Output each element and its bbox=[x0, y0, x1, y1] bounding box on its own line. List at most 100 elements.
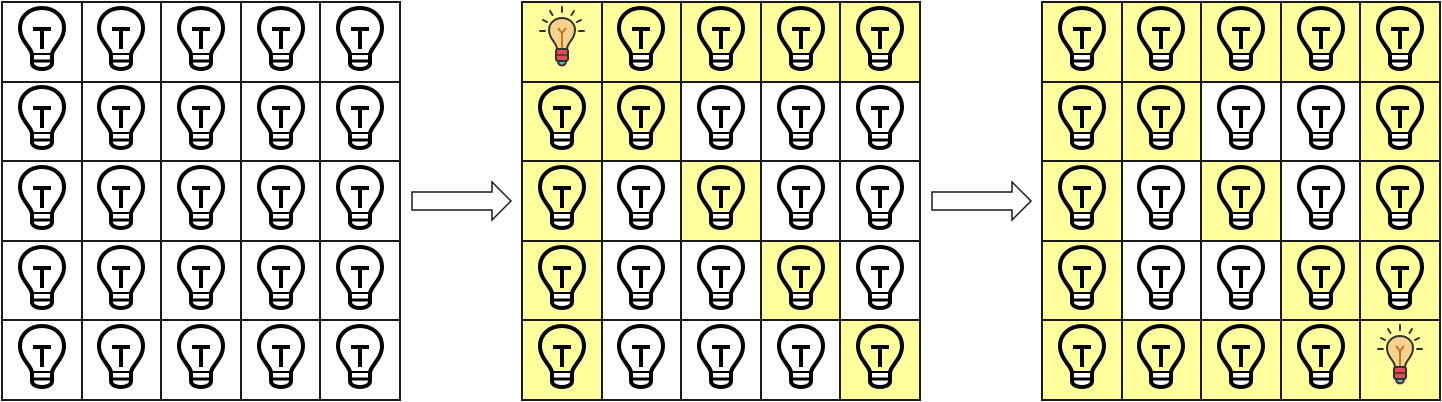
bulb-cell[interactable] bbox=[681, 240, 761, 321]
bulb-cell[interactable] bbox=[1201, 2, 1281, 82]
lightbulb-icon bbox=[1295, 323, 1347, 397]
bulb-cell[interactable] bbox=[522, 161, 602, 241]
bulb-cell[interactable] bbox=[81, 2, 162, 82]
bulb-cell[interactable] bbox=[522, 81, 602, 162]
bulb-cell[interactable] bbox=[1201, 81, 1281, 162]
lightbulb-icon bbox=[615, 323, 667, 397]
bulb-cell[interactable] bbox=[1042, 81, 1122, 162]
lightbulb-icon bbox=[16, 244, 68, 318]
board-initial bbox=[1, 1, 401, 401]
bulb-cell[interactable] bbox=[1360, 240, 1440, 321]
bulb-cell[interactable] bbox=[320, 320, 400, 400]
lightbulb-icon bbox=[615, 244, 667, 318]
bulb-cell[interactable] bbox=[81, 161, 162, 241]
bulb-cell[interactable] bbox=[2, 320, 82, 400]
bulb-cell[interactable] bbox=[681, 81, 761, 162]
bulb-cell[interactable] bbox=[1201, 240, 1281, 321]
bulb-cell[interactable] bbox=[681, 320, 761, 400]
bulb-cell[interactable] bbox=[320, 161, 400, 241]
bulb-cell[interactable] bbox=[840, 81, 920, 162]
right-arrow-icon bbox=[931, 180, 1033, 222]
bulb-cell[interactable] bbox=[840, 320, 920, 400]
bulb-cell[interactable] bbox=[681, 2, 761, 82]
bulb-cell[interactable] bbox=[601, 320, 682, 400]
bulb-cell[interactable] bbox=[1280, 161, 1361, 241]
lightbulb-icon bbox=[695, 84, 747, 158]
lightbulb-icon bbox=[1374, 5, 1426, 79]
bulb-cell[interactable] bbox=[760, 161, 841, 241]
lightbulb-icon bbox=[615, 164, 667, 238]
bulb-cell[interactable] bbox=[2, 161, 82, 241]
lightbulb-icon bbox=[1295, 244, 1347, 318]
bulb-cell[interactable] bbox=[320, 240, 400, 321]
bulb-cell[interactable] bbox=[2, 2, 82, 82]
bulb-cell[interactable] bbox=[1042, 161, 1122, 241]
bulb-cell[interactable] bbox=[1042, 320, 1122, 400]
bulb-cell[interactable] bbox=[522, 2, 602, 82]
bulb-cell[interactable] bbox=[601, 161, 682, 241]
bulb-cell[interactable] bbox=[1360, 81, 1440, 162]
bulb-cell[interactable] bbox=[240, 81, 321, 162]
bulb-cell[interactable] bbox=[601, 81, 682, 162]
lightbulb-icon bbox=[775, 5, 827, 79]
lightbulb-icon bbox=[615, 5, 667, 79]
bulb-cell[interactable] bbox=[1042, 240, 1122, 321]
bulb-cell[interactable] bbox=[1201, 161, 1281, 241]
bulb-cell[interactable] bbox=[1280, 2, 1361, 82]
bulb-cell[interactable] bbox=[1121, 81, 1202, 162]
bulb-cell[interactable] bbox=[760, 320, 841, 400]
bulb-cell[interactable] bbox=[522, 240, 602, 321]
bulb-cell[interactable] bbox=[840, 2, 920, 82]
lightbulb-icon bbox=[775, 164, 827, 238]
bulb-cell[interactable] bbox=[1201, 320, 1281, 400]
lightbulb-icon bbox=[334, 84, 386, 158]
lightbulb-icon bbox=[175, 164, 227, 238]
lightbulb-icon bbox=[1374, 164, 1426, 238]
bulb-cell[interactable] bbox=[840, 161, 920, 241]
bulb-cell[interactable] bbox=[760, 240, 841, 321]
bulb-cell[interactable] bbox=[2, 81, 82, 162]
bulb-cell[interactable] bbox=[1121, 320, 1202, 400]
bulb-cell[interactable] bbox=[1121, 161, 1202, 241]
bulb-cell[interactable] bbox=[681, 161, 761, 241]
lightbulb-icon bbox=[334, 164, 386, 238]
bulb-cell[interactable] bbox=[522, 320, 602, 400]
bulb-cell[interactable] bbox=[840, 240, 920, 321]
bulb-cell[interactable] bbox=[240, 240, 321, 321]
lightbulb-icon bbox=[175, 84, 227, 158]
bulb-cell[interactable] bbox=[1360, 2, 1440, 82]
bulb-cell[interactable] bbox=[2, 240, 82, 321]
bulb-cell[interactable] bbox=[1360, 161, 1440, 241]
bulb-cell[interactable] bbox=[1280, 320, 1361, 400]
bulb-cell[interactable] bbox=[81, 240, 162, 321]
bulb-cell[interactable] bbox=[240, 320, 321, 400]
lightbulb-icon bbox=[695, 5, 747, 79]
bulb-cell[interactable] bbox=[1121, 2, 1202, 82]
bulb-cell[interactable] bbox=[1280, 81, 1361, 162]
bulb-cell[interactable] bbox=[161, 2, 241, 82]
bulb-cell[interactable] bbox=[240, 161, 321, 241]
bulb-cell[interactable] bbox=[320, 2, 400, 82]
bulb-cell[interactable] bbox=[760, 2, 841, 82]
lightbulb-icon bbox=[255, 323, 307, 397]
bulb-cell[interactable] bbox=[81, 81, 162, 162]
lightbulb-icon bbox=[16, 5, 68, 79]
bulb-cell[interactable] bbox=[161, 240, 241, 321]
bulb-cell[interactable] bbox=[81, 320, 162, 400]
bulb-cell[interactable] bbox=[601, 2, 682, 82]
bulb-cell[interactable] bbox=[161, 161, 241, 241]
lightbulb-icon bbox=[1135, 244, 1187, 318]
bulb-cell[interactable] bbox=[161, 81, 241, 162]
lightbulb-icon bbox=[1056, 5, 1108, 79]
bulb-cell[interactable] bbox=[1042, 2, 1122, 82]
bulb-cell[interactable] bbox=[1280, 240, 1361, 321]
bulb-cell[interactable] bbox=[161, 320, 241, 400]
lightbulb-icon bbox=[255, 5, 307, 79]
bulb-cell[interactable] bbox=[760, 81, 841, 162]
bulb-cell[interactable] bbox=[1121, 240, 1202, 321]
bulb-cell[interactable] bbox=[1360, 320, 1440, 400]
bulb-cell[interactable] bbox=[320, 81, 400, 162]
bulb-cell[interactable] bbox=[601, 240, 682, 321]
bulb-cell[interactable] bbox=[240, 2, 321, 82]
lightbulb-icon bbox=[1215, 84, 1267, 158]
